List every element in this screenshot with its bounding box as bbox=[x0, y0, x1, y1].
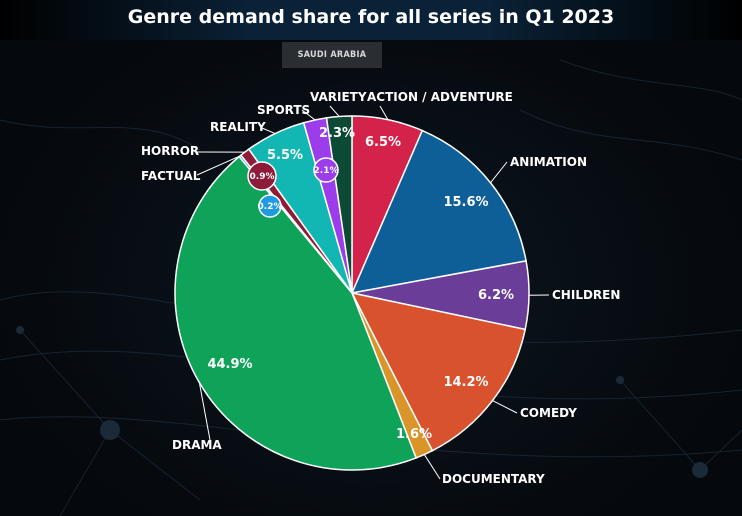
category-label-drama: DRAMA bbox=[172, 438, 222, 452]
value-label-reality: 5.5% bbox=[267, 148, 303, 163]
leader-line-sports bbox=[301, 109, 316, 121]
title-bar bbox=[0, 0, 742, 40]
value-label-comedy: 14.2% bbox=[443, 375, 488, 390]
value-bubble-factual bbox=[258, 194, 282, 218]
category-label-variety: VARIETY bbox=[310, 90, 367, 104]
leader-line-reality bbox=[261, 127, 276, 135]
value-bubble-sports bbox=[313, 157, 339, 183]
leader-line-action-adventure bbox=[379, 105, 389, 120]
value-label-animation: 15.6% bbox=[443, 195, 488, 210]
category-label-animation: ANIMATION bbox=[510, 155, 587, 169]
pie-slice-comedy bbox=[350, 291, 527, 452]
category-label-sports: SPORTS bbox=[257, 103, 310, 117]
leader-line-animation bbox=[490, 161, 508, 184]
region-badge: SAUDI ARABIA bbox=[282, 42, 382, 68]
category-label-reality: REALITY bbox=[210, 120, 266, 134]
value-label-documentary: 1.6% bbox=[396, 427, 432, 442]
category-label-action-adventure: ACTION / ADVENTURE bbox=[367, 90, 513, 104]
value-label-horror: 0.9% bbox=[250, 172, 275, 182]
leader-line-drama bbox=[198, 382, 211, 441]
value-label-factual: 0.2% bbox=[258, 202, 283, 212]
value-bubble-horror bbox=[247, 161, 277, 191]
leader-line-comedy bbox=[492, 400, 518, 414]
leader-line-documentary bbox=[423, 454, 441, 480]
value-label-variety: 2.3% bbox=[319, 126, 355, 141]
value-label-action-adventure: 6.5% bbox=[365, 135, 401, 150]
value-label-children: 6.2% bbox=[478, 288, 514, 303]
category-label-documentary: DOCUMENTARY bbox=[442, 472, 545, 486]
value-label-drama: 44.9% bbox=[207, 357, 252, 372]
category-label-comedy: COMEDY bbox=[520, 406, 577, 420]
category-label-horror: HORROR bbox=[141, 144, 199, 158]
leader-line-factual bbox=[196, 155, 241, 176]
category-label-factual: FACTUAL bbox=[141, 169, 201, 183]
leader-line-variety bbox=[329, 105, 340, 117]
category-label-children: CHILDREN bbox=[552, 288, 620, 302]
value-label-sports: 2.1% bbox=[314, 166, 339, 176]
chart-title: Genre demand share for all series in Q1 … bbox=[127, 6, 615, 28]
